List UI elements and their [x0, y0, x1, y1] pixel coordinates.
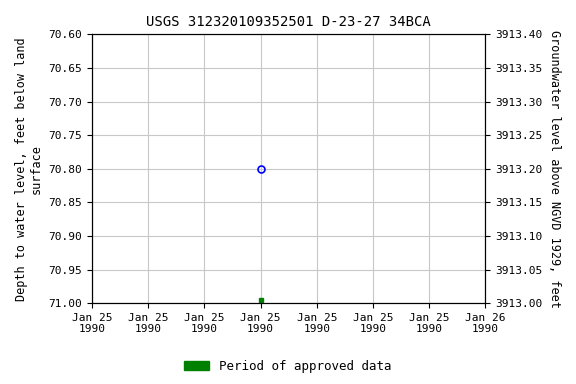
- Legend: Period of approved data: Period of approved data: [179, 355, 397, 378]
- Y-axis label: Depth to water level, feet below land
surface: Depth to water level, feet below land su…: [15, 37, 43, 301]
- Title: USGS 312320109352501 D-23-27 34BCA: USGS 312320109352501 D-23-27 34BCA: [146, 15, 431, 29]
- Y-axis label: Groundwater level above NGVD 1929, feet: Groundwater level above NGVD 1929, feet: [548, 30, 561, 308]
